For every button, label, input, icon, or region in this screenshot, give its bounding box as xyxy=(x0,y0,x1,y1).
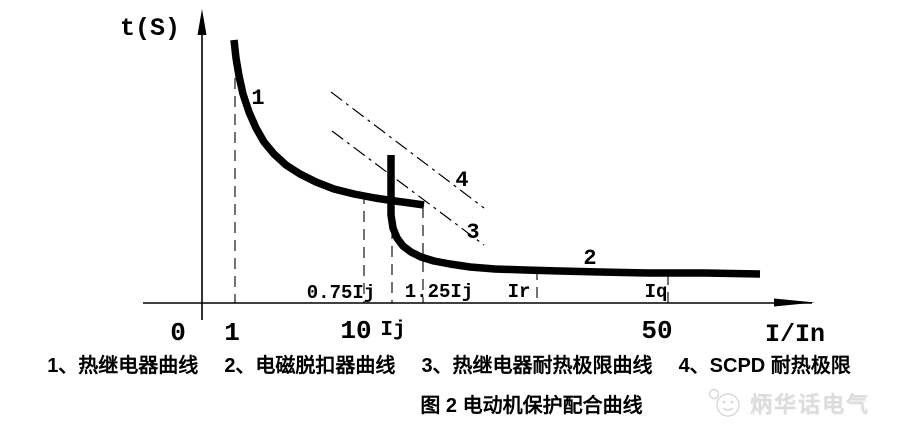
x-tick-10: 10 xyxy=(340,316,371,346)
watermark-text: 炳华话电气 xyxy=(749,392,870,417)
legend-item-4: 4、SCPD 耐热极限 xyxy=(678,355,851,377)
x-tick-Ij: Ij xyxy=(380,319,405,342)
legend: 1、热继电器曲线 2、电磁脱扣器曲线 3、热继电器耐热极限曲线 4、SCPD 耐热极限 xyxy=(0,349,898,378)
legend-item-1: 1、热继电器曲线 xyxy=(47,355,199,377)
curve-4 xyxy=(330,91,485,209)
curve-label-4: 4 xyxy=(455,168,468,193)
legend-item-2: 2、电磁脱扣器曲线 xyxy=(224,355,396,377)
legend-item-3: 3、热继电器耐热极限曲线 xyxy=(421,355,653,377)
plot-canvas: t(S) I/In 3 4 1 2 0 1 10 Ij 50 0.75Ij 1.25Ij Ir Iq xyxy=(120,9,825,346)
figure-caption: 图 2 电动机保护配合曲线 xyxy=(420,395,643,417)
annotation-Ir: Ir xyxy=(508,281,531,303)
x-tick-0: 0 xyxy=(170,318,186,346)
y-axis-arrow-icon xyxy=(197,9,207,35)
x-tick-50: 50 xyxy=(641,316,672,346)
curve-label-3: 3 xyxy=(466,220,479,245)
x-tick-1: 1 xyxy=(224,318,240,346)
curve-label-2: 2 xyxy=(583,246,596,271)
axes: t(S) I/In xyxy=(120,9,825,346)
curves: 3 4 1 2 xyxy=(230,39,761,278)
guide-lines xyxy=(234,42,669,303)
x-axis-arrow-icon xyxy=(774,298,815,307)
annotation-0.75Ij: 0.75Ij xyxy=(307,282,375,304)
watermark-logo-icon xyxy=(708,388,740,417)
curve-2 xyxy=(387,155,761,278)
curve-label-1: 1 xyxy=(251,86,264,111)
annotation-1.25Ij: 1.25Ij xyxy=(405,281,473,303)
curve-3 xyxy=(331,130,485,246)
curve-1 xyxy=(230,39,425,209)
annotation-Iq: Iq xyxy=(645,281,668,303)
watermark: 炳华话电气 xyxy=(706,386,870,420)
x-tick-labels: 0 1 10 Ij 50 xyxy=(170,316,672,346)
x-axis-label: I/In xyxy=(765,320,825,346)
y-axis-label: t(S) xyxy=(120,14,180,43)
axis-annotations: 0.75Ij 1.25Ij Ir Iq xyxy=(307,281,668,304)
